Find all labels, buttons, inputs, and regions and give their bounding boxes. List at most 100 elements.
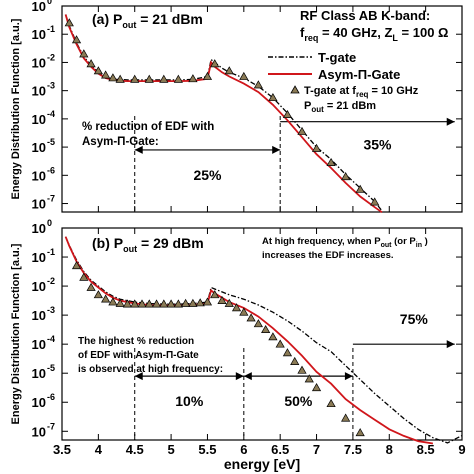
- x-tick-label: 6.5: [271, 442, 289, 457]
- triangle-marker: [101, 70, 111, 79]
- triangle-marker: [137, 299, 147, 308]
- panel-b-region-label-2: 50%: [284, 393, 313, 409]
- triangle-marker: [341, 172, 351, 181]
- y-tick-exponent: -3: [47, 81, 55, 91]
- panel-a-legend: T-gate Asym-Π-Gate T-gate at freq = 10 G…: [268, 50, 419, 114]
- panel-b-frame: [61, 227, 463, 441]
- triangle-marker: [268, 93, 278, 102]
- y-tick-exponent: -2: [47, 276, 55, 286]
- triangle-marker: [297, 365, 307, 374]
- x-tick-label: 5: [167, 442, 174, 457]
- y-tick-exponent: -1: [47, 24, 55, 34]
- triangle-marker: [290, 356, 300, 365]
- triangle-marker: [144, 299, 154, 308]
- y-tick-label: 10: [32, 221, 46, 236]
- triangle-marker: [130, 299, 140, 308]
- y-tick-exponent: -5: [47, 137, 55, 147]
- triangle-marker: [181, 298, 191, 307]
- y-tick-label: 10: [32, 112, 46, 127]
- panel-a-title-line1: RF Class AB K-band:: [300, 8, 430, 23]
- x-tick-label: 8: [386, 442, 393, 457]
- panel-a-frame: [61, 5, 463, 213]
- panel-b-note-line2: increases the EDF increases.: [262, 250, 394, 261]
- y-tick-exponent: -7: [47, 421, 55, 431]
- y-axis-label-top: Energy Distribution Function [a.u.]: [10, 18, 22, 199]
- triangle-marker: [71, 35, 82, 44]
- triangle-marker: [151, 299, 162, 308]
- y-tick-label: 10: [32, 84, 46, 99]
- panel-a-label: (a) Pout = 21 dBm: [92, 11, 203, 30]
- region-arrowhead: [344, 372, 353, 381]
- triangle-marker: [239, 307, 249, 316]
- triangle-marker: [93, 66, 103, 75]
- panel-b-note-line1: At high frequency, when Pout (or Pin ): [262, 236, 428, 249]
- panel-a-region-label-1: 25%: [193, 167, 222, 183]
- triangle-marker: [79, 272, 89, 281]
- region-arrowhead: [134, 145, 143, 154]
- triangle-marker: [93, 290, 103, 299]
- y-tick-exponent: -4: [47, 334, 55, 344]
- triangle-marker: [297, 126, 307, 135]
- series-tgate-line: [65, 236, 463, 444]
- legend-tgate-label: T-gate: [318, 50, 356, 65]
- x-tick-labels: 3.5 4 4.5 5 5.5 6 6.5 7 7.5 8 8.5 9: [53, 442, 466, 457]
- triangle-marker: [86, 59, 96, 68]
- x-tick-label: 6: [240, 442, 247, 457]
- x-tick-label: 4: [95, 442, 103, 457]
- triangle-marker: [268, 332, 278, 341]
- y-tick-label: 10: [32, 140, 46, 155]
- region-arrowhead: [272, 145, 281, 154]
- triangle-marker: [108, 73, 118, 82]
- x-tick-label: 3.5: [53, 442, 71, 457]
- y-tick-exponent: -5: [47, 363, 55, 373]
- y-tick-label: 10: [32, 27, 46, 42]
- y-tick-label: 10: [32, 424, 46, 439]
- region-arrowhead: [134, 372, 143, 381]
- panel-a-annotation-line2: Asym-Π-Gate:: [82, 136, 159, 148]
- triangle-marker: [144, 74, 154, 83]
- y-tick-label: 10: [32, 168, 46, 183]
- x-tick-label: 5.5: [198, 442, 216, 457]
- y-tick-label: 10: [32, 279, 46, 294]
- x-tick-label: 7.5: [344, 442, 362, 457]
- triangle-marker: [231, 303, 242, 312]
- y-tick-label: 10: [32, 366, 46, 381]
- y-tick-exponent: 0: [47, 218, 52, 228]
- triangle-marker: [122, 299, 133, 308]
- triangle-marker: [355, 184, 365, 193]
- region-arrowhead: [243, 372, 252, 381]
- triangle-marker: [224, 298, 234, 307]
- y-tick-exponent: -4: [47, 109, 55, 119]
- y-tick-label: 10: [32, 250, 46, 265]
- legend-asym-label: Asym-Π-Gate: [318, 67, 400, 82]
- panel-b-annotation-line3: is observed at high frequency:: [78, 364, 223, 375]
- triangle-marker: [370, 197, 380, 206]
- region-arrowhead: [235, 372, 244, 381]
- y-tick-exponent: -7: [47, 194, 55, 204]
- y-axis-label-bottom: Energy Distribution Function [a.u.]: [10, 243, 22, 424]
- y-tick-label: 10: [32, 337, 46, 352]
- legend-triangle-marker: [290, 85, 300, 94]
- x-tick-label: 7: [313, 442, 320, 457]
- triangle-marker: [130, 74, 140, 83]
- triangle-marker: [282, 348, 293, 357]
- y-tick-exponent: -3: [47, 305, 55, 315]
- panel-a-annotation-line1: % reduction of EDF with: [82, 121, 214, 133]
- triangle-marker: [311, 383, 322, 392]
- triangle-marker: [224, 66, 234, 75]
- triangle-marker: [159, 74, 169, 83]
- triangle-marker: [115, 298, 125, 307]
- triangle-marker: [64, 18, 74, 27]
- triangle-marker: [86, 282, 96, 291]
- triangle-marker: [326, 157, 336, 166]
- triangle-marker: [195, 298, 205, 307]
- triangle-marker: [173, 74, 183, 83]
- x-tick-label: 4.5: [126, 442, 144, 457]
- triangle-marker: [202, 297, 213, 306]
- y-tick-exponent: -2: [47, 52, 55, 62]
- x-axis-label: energy [eV]: [224, 456, 300, 472]
- panel-a-title-line2: freq = 40 GHz, ZL = 100 Ω: [300, 25, 448, 43]
